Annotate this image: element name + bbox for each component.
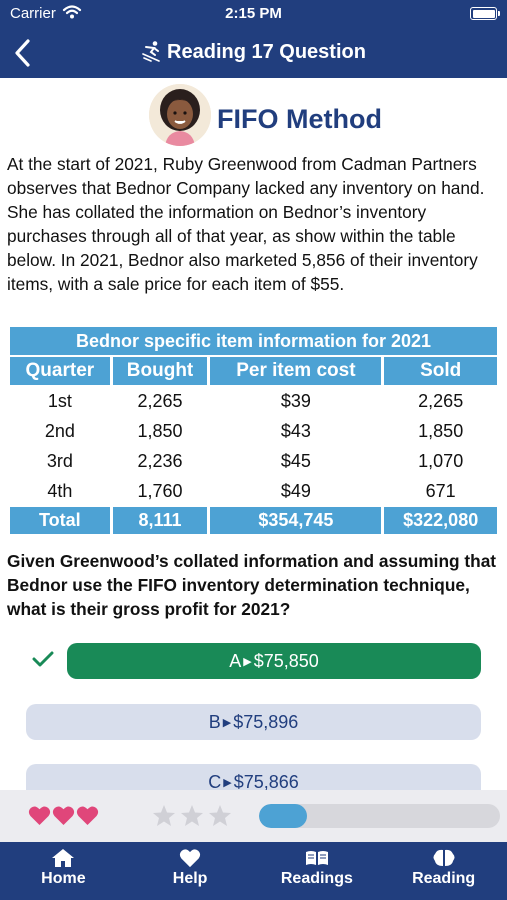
book-icon <box>305 851 328 865</box>
play-arrow-icon: ▶ <box>243 656 252 668</box>
table-row: 1st 2,265 $39 2,265 <box>10 387 497 415</box>
home-icon <box>52 849 75 867</box>
table-cell: 4th <box>47 480 73 501</box>
skier-icon <box>142 41 160 62</box>
nav-title: Reading 17 Question <box>167 41 366 63</box>
clock: 2:15 PM <box>225 5 282 22</box>
progress-bar <box>259 804 500 828</box>
rating-stars <box>152 804 236 833</box>
answer-value: $75,896 <box>233 712 299 732</box>
column-header: Quarter <box>10 357 110 385</box>
total-cell: $354,745 <box>210 507 382 534</box>
lives-hearts <box>28 805 100 831</box>
table-cell: 2nd <box>44 420 75 441</box>
answer-value: $75,866 <box>233 772 299 790</box>
answer-option-b[interactable]: B ▶ $75,896 <box>26 704 481 740</box>
table-cell: $39 <box>280 390 311 411</box>
table-total-row: Total 8,111 $354,745 $322,080 <box>10 507 497 534</box>
table-cell: $43 <box>280 420 311 441</box>
answer-letter: A <box>229 651 242 671</box>
table-cell: 3rd <box>46 450 73 471</box>
data-table: Bednor specific item information for 202… <box>7 325 500 536</box>
table-cell: 1,070 <box>418 450 464 471</box>
heart-icon <box>76 805 99 831</box>
table-cell: 2,265 <box>137 390 183 411</box>
table-header-row: Quarter Bought Per item cost Sold <box>10 357 497 385</box>
heart-icon <box>180 849 201 868</box>
answer-letter: B <box>208 712 221 732</box>
table-cell: 1,850 <box>137 420 183 441</box>
tab-home[interactable]: Home <box>0 842 127 900</box>
carrier-label: Carrier <box>10 5 56 22</box>
total-cell: Total <box>10 507 110 534</box>
tab-label: Readings <box>280 870 353 887</box>
wifi-icon <box>62 5 82 19</box>
table-cell: $45 <box>280 450 311 471</box>
column-header: Per item cost <box>210 357 382 385</box>
answer-option-a[interactable]: A ▶ $75,850 <box>67 643 481 679</box>
page-title: FIFO Method <box>217 104 382 134</box>
heart-icon <box>52 805 75 831</box>
total-cell: $322,080 <box>384 507 497 534</box>
nav-bar: Reading 17 Question <box>0 28 507 78</box>
play-arrow-icon: ▶ <box>223 777 232 789</box>
answer-value: $75,850 <box>253 651 319 671</box>
brain-icon <box>433 849 455 866</box>
tab-label: Reading <box>412 870 476 887</box>
table-cell: 671 <box>425 480 456 501</box>
tab-help[interactable]: Help <box>127 842 254 900</box>
table-cell: 1,850 <box>418 420 464 441</box>
table-row: 2nd 1,850 $43 1,850 <box>10 417 497 445</box>
table-cell: 2,265 <box>418 390 464 411</box>
status-bar: Carrier 2:15 PM <box>0 0 507 28</box>
nav-title-wrap: Reading 17 Question <box>0 40 507 64</box>
table-row: 4th 1,760 $49 671 <box>10 477 497 505</box>
column-header: Sold <box>384 357 497 385</box>
table-cell: 1,760 <box>137 480 183 501</box>
tab-label: Help <box>172 870 208 887</box>
tab-readings[interactable]: Readings <box>254 842 381 900</box>
heart-icon <box>28 805 51 831</box>
play-arrow-icon: ▶ <box>222 717 232 729</box>
back-chevron-icon[interactable] <box>8 36 38 70</box>
tutor-avatar-icon <box>149 84 211 146</box>
table-cell: 1st <box>47 390 72 411</box>
column-header: Bought <box>112 357 208 385</box>
tab-reading[interactable]: Reading <box>380 842 507 900</box>
progress-strip <box>0 790 507 842</box>
tab-label: Home <box>41 870 86 887</box>
tab-bar: Home Help Readings Reading <box>0 842 507 900</box>
question-content: FIFO Method At the start of 2021, Ruby G… <box>0 78 507 790</box>
answer-letter: C <box>208 772 222 790</box>
question-text: At the start of 2021, Ruby Greenwood fro… <box>7 154 485 294</box>
star-icon <box>181 805 203 826</box>
star-icon <box>153 805 175 826</box>
checkmark-icon <box>32 651 54 667</box>
battery-icon <box>470 7 500 20</box>
question-header: FIFO Method <box>0 84 507 148</box>
table-cell: 2,236 <box>137 450 183 471</box>
avatar <box>149 84 211 146</box>
answer-option-c[interactable]: C ▶ $75,866 <box>26 764 481 790</box>
table-title: Bednor specific item information for 202… <box>10 327 497 355</box>
table-cell: $49 <box>280 480 311 501</box>
question-prompt: Given Greenwood’s collated information a… <box>7 551 497 619</box>
star-icon <box>209 805 231 826</box>
table-row: 3rd 2,236 $45 1,070 <box>10 447 497 475</box>
total-cell: 8,111 <box>112 507 208 534</box>
table-title-row: Bednor specific item information for 202… <box>10 327 497 355</box>
progress-fill <box>259 804 308 828</box>
